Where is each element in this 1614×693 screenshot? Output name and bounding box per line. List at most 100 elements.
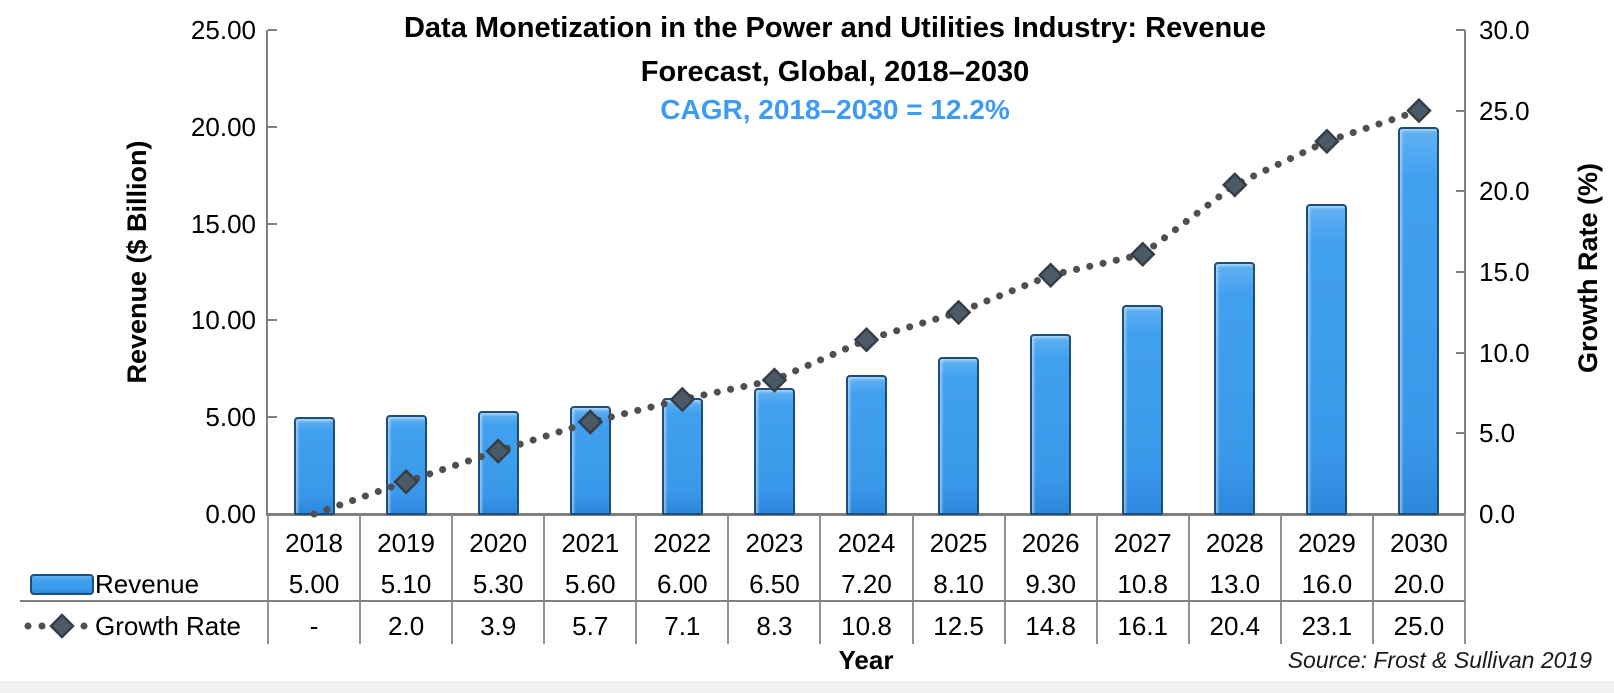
table-cell-year: 2024 — [837, 528, 896, 558]
table-cell-revenue: 6.50 — [749, 569, 800, 599]
chart-title-line-2: Forecast, Global, 2018–2030 — [640, 56, 1030, 88]
chart-title-line-1: Data Monetization in the Power and Utili… — [403, 12, 1267, 44]
right-axis-tick — [1456, 271, 1465, 273]
left-axis-tick — [268, 125, 277, 128]
bar-2027 — [1122, 304, 1164, 515]
left-axis-tick — [268, 29, 277, 31]
left-axis-tick-label: 5.00 — [205, 402, 256, 433]
bar-2030 — [1398, 126, 1440, 515]
table-cell-growth: 20.4 — [1209, 611, 1261, 641]
table-cell-year: 2022 — [653, 528, 712, 558]
table-cell-revenue: 5.10 — [380, 569, 432, 599]
table-column-divider — [911, 515, 914, 644]
table-cell-revenue: 6.00 — [657, 569, 708, 599]
bottom-strip — [0, 681, 1614, 693]
source-note: Source: Frost & Sullivan 2019 — [1287, 647, 1592, 673]
table-column-divider — [727, 515, 730, 644]
x-axis-title: Year — [838, 645, 894, 675]
bar-2028 — [1214, 262, 1256, 515]
bar-2020 — [477, 411, 519, 515]
table-cell-growth: 12.5 — [933, 611, 984, 641]
table-column-divider — [543, 515, 546, 644]
growth-rate-marker-2029 — [1314, 128, 1340, 155]
growth-rate-marker-2024 — [853, 326, 880, 353]
bar-2018 — [293, 417, 335, 515]
right-axis-tick — [1456, 513, 1465, 515]
legend-revenue-swatch — [30, 574, 94, 595]
left-axis-tick-label: 10.00 — [190, 305, 256, 336]
table-column-divider — [1279, 515, 1282, 644]
table-cell-year: 2028 — [1205, 528, 1264, 558]
table-column-divider — [267, 515, 269, 644]
right-axis-tick-label: 25.0 — [1479, 95, 1530, 126]
table-cell-year: 2030 — [1390, 528, 1448, 558]
bar-2025 — [938, 357, 980, 515]
table-cell-growth: 3.9 — [480, 611, 517, 641]
left-axis-tick-label: 20.00 — [190, 111, 256, 142]
left-axis-tick — [268, 222, 277, 225]
table-cell-revenue: 5.00 — [288, 569, 340, 599]
table-cell-growth: 25.0 — [1393, 611, 1445, 641]
bar-2019 — [385, 415, 427, 515]
chart-title: Data Monetization in the Power and Utili… — [135, 6, 1535, 94]
table-cell-revenue: 7.20 — [841, 569, 892, 599]
growth-rate-marker-2028 — [1222, 172, 1248, 198]
table-row-divider — [20, 600, 1465, 602]
table-column-divider — [635, 515, 638, 644]
growth-rate-marker-2025 — [945, 299, 972, 326]
table-column-divider — [451, 515, 454, 644]
table-column-divider — [1187, 515, 1190, 644]
right-axis-tick-label: 5.0 — [1479, 418, 1516, 449]
table-cell-growth: 5.7 — [572, 611, 609, 641]
table-column-divider — [1003, 515, 1006, 644]
table-cell-year: 2027 — [1113, 528, 1172, 558]
table-cell-growth: 2.0 — [388, 611, 425, 641]
right-axis-tick — [1456, 351, 1465, 354]
right-axis-tick — [1456, 432, 1465, 435]
table-cell-growth: 23.1 — [1301, 611, 1353, 641]
left-axis-line — [266, 30, 268, 516]
table-column-divider — [359, 515, 362, 644]
table-cell-revenue: 9.30 — [1025, 569, 1076, 599]
bar-2023 — [753, 388, 795, 515]
growth-rate-marker-2026 — [1037, 262, 1064, 288]
table-cell-year: 2023 — [745, 528, 804, 558]
table-cell-revenue: 5.60 — [564, 569, 616, 599]
table-column-divider — [819, 515, 822, 644]
table-cell-growth: 14.8 — [1025, 611, 1076, 641]
table-cell-revenue: 8.10 — [933, 569, 984, 599]
bar-2026 — [1030, 333, 1072, 515]
table-cell-revenue: 10.8 — [1117, 569, 1169, 599]
table-cell-year: 2019 — [377, 528, 436, 558]
bar-2022 — [661, 397, 703, 515]
table-cell-year: 2029 — [1297, 528, 1356, 558]
table-column-divider — [1371, 515, 1374, 644]
table-cell-year: 2020 — [469, 528, 528, 558]
table-cell-growth: 16.1 — [1117, 611, 1169, 641]
growth-rate-marker-2027 — [1129, 241, 1156, 268]
table-cell-year: 2018 — [285, 528, 343, 558]
table-cell-revenue: 20.0 — [1393, 569, 1445, 599]
table-cell-growth: 8.3 — [756, 611, 793, 641]
right-axis-tick-label: 15.0 — [1479, 257, 1530, 287]
growth-rate-marker-2030 — [1406, 97, 1432, 124]
bar-2029 — [1306, 204, 1348, 515]
table-cell-revenue: 16.0 — [1301, 569, 1353, 599]
right-axis-tick-label: 10.0 — [1479, 337, 1530, 368]
right-axis-tick-label: 20.0 — [1479, 176, 1530, 207]
table-cell-year: 2021 — [561, 528, 620, 558]
right-axis-tick-label: 30.0 — [1479, 15, 1530, 45]
legend-growth-marker-icon — [24, 613, 88, 639]
legend-growth-label: Growth Rate — [95, 611, 241, 641]
bar-2021 — [569, 405, 611, 515]
table-cell-year: 2025 — [929, 528, 988, 558]
table-cell-growth: 10.8 — [841, 611, 892, 641]
left-axis-tick-label: 15.00 — [190, 208, 256, 239]
right-axis-tick-label: 0.0 — [1479, 499, 1516, 529]
table-cell-growth: - — [309, 611, 319, 641]
left-axis-tick — [268, 319, 277, 322]
right-axis-tick — [1456, 190, 1465, 193]
table-cell-revenue: 13.0 — [1209, 569, 1261, 599]
